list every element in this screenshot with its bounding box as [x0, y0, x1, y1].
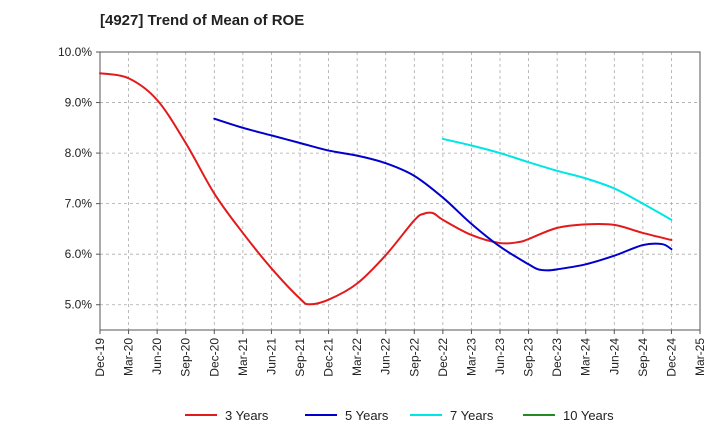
- x-tick-label: Jun-22: [379, 338, 393, 375]
- x-tick-label: Jun-23: [493, 338, 507, 375]
- x-tick-label: Mar-25: [693, 338, 707, 376]
- grid-layer: [100, 52, 700, 330]
- legend-label-1: 3 Years: [225, 408, 269, 423]
- x-tick-label: Mar-22: [350, 338, 364, 376]
- x-tick-label: Mar-24: [579, 338, 593, 376]
- series-line-3: [441, 137, 673, 221]
- series-line-1: [99, 72, 673, 306]
- x-tick-label: Sep-20: [179, 338, 193, 377]
- x-tick-label: Dec-21: [322, 338, 336, 377]
- x-tick-label: Sep-21: [293, 338, 307, 377]
- x-tick-label: Dec-23: [550, 338, 564, 377]
- axis-layer: Dec-19 Mar-20 Jun-20 Sep-20 Dec-20 Mar-21 Jun-…: [58, 45, 707, 377]
- y-tick-label: 8.0%: [65, 146, 93, 160]
- x-tick-label: Dec-24: [664, 338, 678, 377]
- x-tick-label: Mar-20: [122, 338, 136, 376]
- x-tick-label: Jun-21: [264, 338, 278, 375]
- plot-frame: [99, 51, 701, 331]
- chart-title: [4927] Trend of Mean of ROE: [100, 12, 305, 29]
- y-tick-label: 6.0%: [65, 247, 93, 261]
- y-tick-label: 7.0%: [65, 197, 93, 211]
- y-tick-label: 5.0%: [65, 298, 93, 312]
- x-tick-label: Sep-24: [636, 338, 650, 377]
- series-line-2: [213, 117, 673, 272]
- legend-label-2: 5 Years: [345, 408, 389, 423]
- x-tick-label: Dec-22: [436, 338, 450, 377]
- x-tick-label: Mar-21: [236, 338, 250, 376]
- legend-layer: 3 Years 5 Years 7 Years 10 Years: [185, 408, 614, 423]
- series-layer: [99, 72, 673, 306]
- x-tick-label: Dec-19: [93, 338, 107, 377]
- legend-label-3: 7 Years: [450, 408, 494, 423]
- y-tick-label: 9.0%: [65, 96, 93, 110]
- x-tick-label: Mar-23: [464, 338, 478, 376]
- x-tick-label: Sep-22: [407, 338, 421, 377]
- x-tick-label: Sep-23: [522, 338, 536, 377]
- x-tick-label: Jun-24: [607, 338, 621, 375]
- x-tick-label: Dec-20: [207, 338, 221, 377]
- legend-label-4: 10 Years: [563, 408, 614, 423]
- y-tick-label: 10.0%: [58, 45, 92, 59]
- x-tick-label: Jun-20: [150, 338, 164, 375]
